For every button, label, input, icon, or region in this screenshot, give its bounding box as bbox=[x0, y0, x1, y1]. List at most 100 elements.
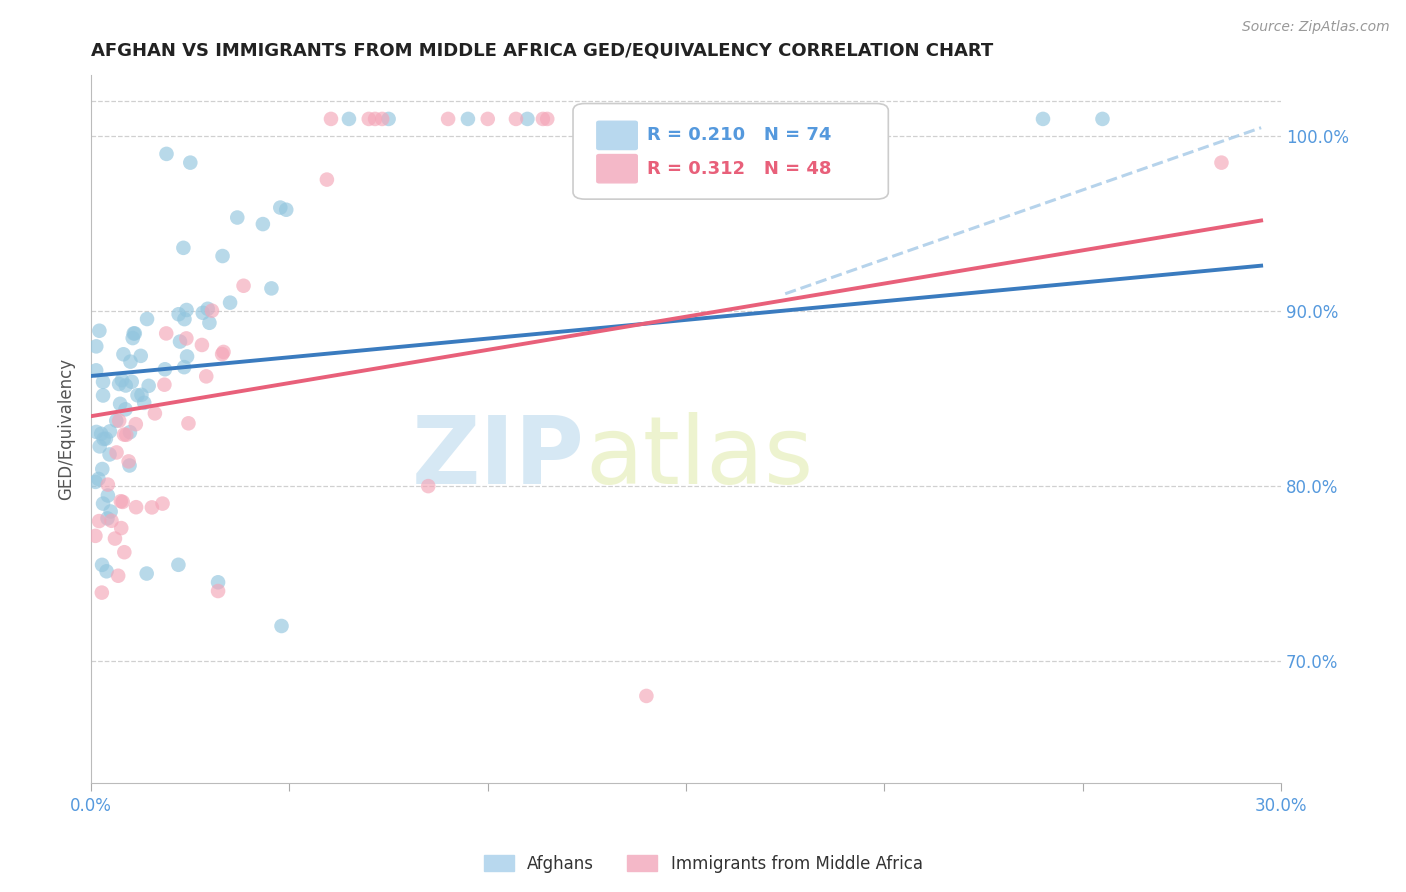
Point bbox=[270, 619, 292, 633]
Point bbox=[125, 417, 148, 432]
Point bbox=[176, 303, 198, 318]
Y-axis label: GED/Equivalency: GED/Equivalency bbox=[58, 359, 75, 500]
Point bbox=[91, 375, 114, 389]
Point bbox=[118, 425, 141, 440]
Point bbox=[155, 147, 177, 161]
Point bbox=[115, 427, 138, 442]
Point bbox=[232, 278, 254, 293]
Point bbox=[108, 414, 131, 428]
Text: R = 0.210   N = 74: R = 0.210 N = 74 bbox=[647, 127, 831, 145]
Point bbox=[198, 316, 221, 330]
Point bbox=[1032, 112, 1054, 126]
Point bbox=[84, 339, 107, 353]
Point bbox=[179, 155, 201, 169]
Point bbox=[167, 558, 190, 572]
Point bbox=[437, 112, 460, 126]
Point bbox=[90, 585, 112, 599]
Point bbox=[105, 445, 128, 459]
Point bbox=[269, 201, 291, 215]
Point bbox=[531, 112, 554, 126]
Point bbox=[219, 295, 242, 310]
Point bbox=[1091, 112, 1114, 126]
Point bbox=[173, 312, 195, 326]
Point bbox=[377, 112, 399, 126]
Point bbox=[127, 388, 149, 402]
Point bbox=[371, 112, 394, 126]
Point bbox=[121, 375, 143, 389]
Point bbox=[114, 402, 136, 417]
Point bbox=[84, 475, 107, 489]
Point bbox=[135, 566, 157, 581]
Legend: Afghans, Immigrants from Middle Africa: Afghans, Immigrants from Middle Africa bbox=[477, 848, 929, 880]
Point bbox=[110, 521, 132, 535]
Point bbox=[173, 360, 195, 375]
Point bbox=[155, 326, 177, 341]
Point bbox=[98, 447, 121, 461]
Point bbox=[207, 575, 229, 590]
Point bbox=[195, 369, 218, 384]
Point bbox=[91, 462, 114, 476]
Point bbox=[596, 112, 619, 126]
Point bbox=[357, 112, 380, 126]
Point bbox=[1211, 155, 1233, 169]
Point bbox=[96, 511, 118, 525]
Point bbox=[516, 112, 538, 126]
Point bbox=[252, 217, 274, 231]
Point bbox=[319, 112, 342, 126]
Point bbox=[655, 112, 678, 126]
Point bbox=[364, 112, 387, 126]
Point bbox=[212, 345, 235, 359]
Text: atlas: atlas bbox=[585, 411, 813, 504]
Point bbox=[457, 112, 479, 126]
Point bbox=[211, 347, 233, 361]
FancyBboxPatch shape bbox=[596, 154, 637, 183]
Text: R = 0.312   N = 48: R = 0.312 N = 48 bbox=[647, 160, 831, 178]
Point bbox=[153, 377, 176, 392]
Point bbox=[84, 363, 107, 377]
Point bbox=[695, 112, 717, 126]
Point bbox=[112, 427, 135, 442]
Point bbox=[207, 584, 229, 599]
Point bbox=[169, 334, 191, 349]
Point bbox=[153, 362, 176, 376]
Point bbox=[107, 568, 129, 582]
Point bbox=[129, 349, 152, 363]
Point bbox=[90, 426, 112, 441]
Point bbox=[177, 417, 200, 431]
Point bbox=[505, 112, 527, 126]
Point bbox=[121, 331, 143, 345]
Point bbox=[84, 529, 107, 543]
Point bbox=[172, 241, 194, 255]
Point bbox=[191, 338, 214, 352]
Point bbox=[191, 306, 214, 320]
Point bbox=[112, 545, 135, 559]
Point bbox=[141, 500, 163, 515]
Point bbox=[87, 472, 110, 486]
Text: Source: ZipAtlas.com: Source: ZipAtlas.com bbox=[1241, 20, 1389, 34]
Point bbox=[91, 388, 114, 402]
Point bbox=[276, 202, 298, 217]
Point bbox=[138, 379, 160, 393]
Point bbox=[131, 388, 153, 402]
Point bbox=[226, 211, 249, 225]
Point bbox=[108, 397, 131, 411]
Point bbox=[853, 112, 876, 126]
Point bbox=[108, 376, 131, 391]
Point bbox=[111, 495, 134, 509]
Point bbox=[734, 112, 756, 126]
Point bbox=[477, 112, 499, 126]
Point bbox=[91, 497, 114, 511]
Point bbox=[152, 497, 174, 511]
Point bbox=[89, 439, 111, 453]
Point bbox=[616, 112, 638, 126]
Point bbox=[98, 425, 121, 439]
Point bbox=[167, 307, 190, 321]
Point bbox=[134, 396, 156, 410]
Point bbox=[118, 458, 141, 473]
Point bbox=[89, 324, 111, 338]
Point bbox=[197, 301, 219, 316]
Point bbox=[124, 326, 146, 341]
FancyBboxPatch shape bbox=[596, 121, 637, 150]
FancyBboxPatch shape bbox=[574, 103, 889, 199]
Point bbox=[105, 414, 128, 428]
